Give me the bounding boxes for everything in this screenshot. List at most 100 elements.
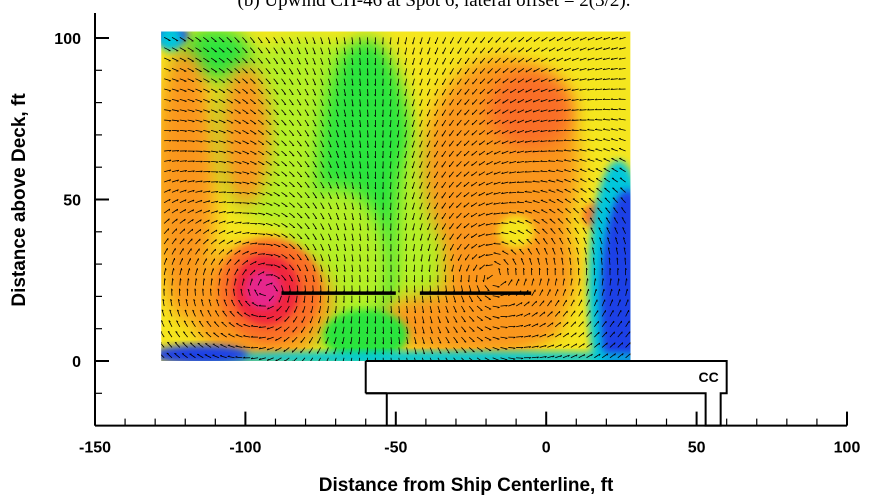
vector-head [540,179,543,182]
vector-head [192,160,195,163]
vector-arrow [359,212,362,221]
vector-arrow [442,243,447,251]
vector-arrow [320,37,324,45]
vector-arrow [162,299,165,307]
vector-arrow [609,310,614,317]
vector-arrow [610,67,618,70]
vector-arrow [404,202,408,210]
vector-arrow [603,36,611,41]
vector-head [583,354,586,357]
vector-arrow [587,47,595,51]
vector-head [168,208,171,211]
vector-head [172,278,174,281]
vector-arrow [317,347,321,354]
vector-head [329,135,332,138]
vector-head [513,336,516,339]
vector-arrow [211,200,219,204]
vector-head [610,118,613,120]
vector-arrow [468,347,475,353]
vector-head [571,99,574,101]
vector-arrow [540,190,548,193]
vector-arrow [427,233,431,241]
vector-head [199,229,202,232]
vector-head [328,42,331,45]
vector-arrow [289,181,295,187]
vector-head [351,104,354,107]
vector-head [290,42,293,44]
vector-head [358,300,361,303]
vector-arrow [441,223,447,230]
vector-arrow [548,88,556,92]
vector-arrow [283,347,290,353]
vector-arrow [397,130,400,138]
vector-head [431,363,433,364]
vector-arrow [457,78,462,85]
vector-arrow [601,299,606,307]
vector-arrow [218,109,226,113]
vector-head [366,311,368,314]
vector-arrow [397,202,400,210]
vector-head [169,140,172,142]
vector-head [276,103,279,105]
vector-arrow [211,191,219,193]
vector-arrow [610,128,618,131]
vector-arrow [404,150,408,158]
vector-arrow [328,68,331,76]
vector-head [501,231,504,234]
vector-arrow [552,247,556,255]
vector-head [283,360,285,361]
vector-arrow [343,243,347,251]
vector-arrow [500,347,508,350]
vector-head [321,145,325,148]
vector-head [502,111,504,114]
vector-arrow [564,57,572,62]
vector-arrow [275,316,282,321]
vector-head [343,63,346,66]
vector-head [374,187,377,190]
vector-arrow [450,254,454,262]
vector-arrow [304,233,310,240]
vector-head [629,353,631,356]
vector-arrow [412,171,415,179]
vector-arrow [472,68,478,75]
vector-head [623,247,626,250]
vector-head [276,93,279,95]
vector-head [578,267,580,270]
vector-arrow [179,268,182,276]
vector-head [548,179,551,181]
vector-arrow [574,227,580,234]
vector-arrow [397,57,400,66]
vector-arrow [320,223,325,230]
vector-head [455,331,458,333]
vector-head [169,159,172,162]
vector-head [516,210,520,213]
vector-arrow [429,305,433,313]
vector-head [612,197,615,199]
vector-head [275,62,278,64]
vector-arrow [602,78,611,81]
vector-arrow [187,278,189,286]
vector-arrow [578,332,585,338]
vector-arrow [390,357,392,361]
vector-arrow [579,159,587,162]
vector-arrow [479,130,486,136]
vector-arrow [317,336,321,344]
vector-head [177,160,180,162]
vector-head [624,257,627,260]
vector-arrow [548,78,556,82]
vector-arrow [398,316,401,324]
vector-head [479,267,481,270]
vector-head [381,125,384,128]
vector-arrow [187,189,195,193]
vector-arrow [257,278,262,286]
vector-arrow [273,57,279,64]
vector-arrow [187,119,195,122]
vector-arrow [249,57,256,64]
vector-head [199,320,202,323]
vector-arrow [184,309,189,317]
vector-arrow [613,217,619,224]
vector-arrow [618,108,626,111]
vector-head [603,37,606,40]
vector-arrow [617,353,624,359]
vector-head [329,197,332,199]
